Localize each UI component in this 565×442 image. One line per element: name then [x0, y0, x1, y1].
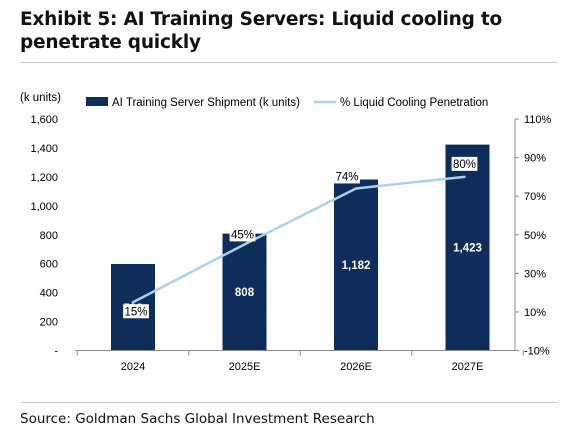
line-value-label: 74% [335, 171, 358, 183]
left-tick-label: - [54, 346, 58, 358]
x-tick-label: 2027E [452, 361, 484, 373]
left-axis: (k units) - 200 400 600 800 1,000 1,200 1,400 1,6… [20, 92, 61, 358]
bar-value-label: 1,182 [342, 260, 371, 272]
left-tick-label: 1,000 [30, 201, 58, 213]
left-tick-label: 200 [40, 317, 58, 329]
left-tick-label: 1,400 [30, 143, 58, 155]
line-value-label-box [123, 304, 149, 319]
right-tick-label: 110% [524, 114, 552, 126]
source-divider [20, 402, 557, 403]
line-path [131, 175, 466, 304]
line-value-label: 15% [124, 306, 147, 318]
legend-swatch-bar [86, 97, 108, 106]
legend: AI Training Server Shipment (k units) % L… [86, 97, 488, 109]
legend-label-line: % Liquid Cooling Penetration [340, 97, 488, 109]
chart-title: Exhibit 5: AI Training Servers: Liquid c… [20, 9, 503, 53]
x-tick-label: 2024 [121, 361, 145, 373]
right-tick-label: 30% [524, 268, 546, 280]
title-divider [20, 62, 557, 63]
x-tick-label: 2025E [229, 361, 261, 373]
x-tick-label: 2026E [340, 361, 372, 373]
source-note: Source: Goldman Sachs Global Investment … [20, 411, 375, 427]
line-value-label-box [451, 156, 478, 171]
right-tick-label: 70% [524, 191, 546, 203]
bar-value-label: 808 [235, 287, 255, 299]
left-tick-label: 800 [40, 230, 58, 242]
bar [334, 179, 378, 351]
line-value-label: 45% [231, 229, 254, 241]
right-tick-label: 90% [524, 153, 546, 165]
line-value-label: 80% [453, 159, 476, 171]
left-tick-label: 600 [40, 259, 58, 271]
legend-label-bar: AI Training Server Shipment (k units) [112, 97, 300, 109]
line-series: 15% 45% 74% 80% [123, 156, 478, 319]
line-value-label-box [229, 227, 256, 242]
right-tick-label: 50% [524, 230, 546, 242]
line-value-label-box [334, 169, 360, 184]
left-tick-label: 400 [40, 288, 58, 300]
bar-value-label: 1,423 [453, 243, 482, 255]
left-tick-label: 1,600 [30, 114, 58, 126]
left-tick-label: 1,200 [30, 172, 58, 184]
x-axis: 2024 2025E 2026E 2027E [75, 350, 524, 373]
right-tick-label: -10% [524, 346, 550, 358]
right-axis: -10% 10% 30% 50% 70% 90% 110% [514, 114, 552, 358]
left-axis-unit-label: (k units) [20, 92, 61, 104]
right-tick-label: 10% [524, 307, 546, 319]
